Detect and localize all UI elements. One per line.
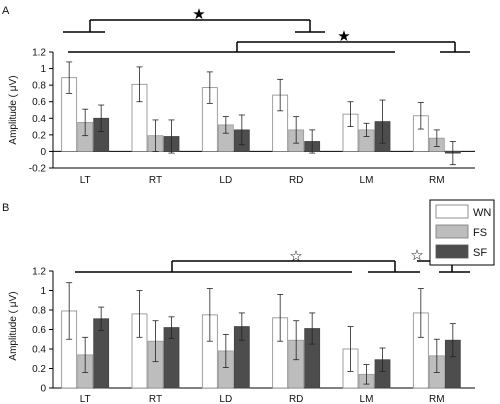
legend-label-fs: FS (473, 227, 487, 239)
panel-b-xtick-label: RM (429, 394, 445, 404)
panel-a-ytick-label: 0 (40, 147, 46, 158)
panel-a-star-2: ★ (337, 27, 350, 45)
panel-a-xtick-label: LD (219, 175, 232, 186)
panel-a-ytick-label: -0.2 (29, 164, 47, 175)
panel-b-xtick-label: LT (80, 394, 91, 404)
panel-b: B Amplitude ( μV) 1.2 1 0.8 0.6 0.4 0.2 0 LT RT L… (2, 199, 495, 404)
panel-b-label: B (2, 202, 9, 214)
panel-a-xtick-label: RT (149, 175, 162, 186)
panel-b-xtick-label: LM (360, 394, 374, 404)
panel-b-ytick-label: 0.8 (32, 306, 46, 317)
panel-a-ytick-label: 0.2 (32, 130, 46, 141)
panel-a-plot: 1.2 1 0.8 0.6 0.4 0.2 0 -0.2 LT RT LD RD LM RM (29, 48, 475, 186)
panel-b-ylabel: Amplitude ( μV) (8, 291, 19, 360)
legend-swatch-sf (435, 244, 469, 259)
panel-a: A Amplitude ( μV) 1.2 1 0.8 0.6 0.4 0.2 0 -0.2 L… (2, 5, 475, 186)
panel-a-ytick-label: 0.6 (32, 97, 46, 108)
panel-b-ytick-label: 1 (40, 286, 46, 297)
panel-b-star-2: ☆ (410, 246, 423, 264)
panel-a-xtick-label: LM (360, 175, 374, 186)
panel-a-ytick-label: 1 (40, 64, 46, 75)
panel-b-xtick-label: LD (219, 394, 232, 404)
panel-b-ytick-label: 0.2 (32, 364, 46, 375)
legend-swatch-wn (435, 204, 469, 219)
panel-a-xtick-label: LT (80, 175, 91, 186)
panel-a-label: A (2, 5, 10, 17)
panel-a-ytick-label: 0.4 (32, 114, 46, 125)
panel-a-significance (63, 19, 470, 53)
legend-label-sf: SF (473, 247, 487, 259)
panel-b-ytick-label: 0.6 (32, 325, 46, 336)
legend-swatch-fs (435, 224, 469, 239)
panel-a-xtick-label: RD (289, 175, 303, 186)
legend: WN FS SF (429, 199, 495, 266)
panel-a-star-1: ★ (192, 5, 205, 23)
panel-b-star-1: ☆ (289, 247, 302, 265)
panel-b-xtick-label: RT (149, 394, 162, 404)
panel-b-significance (75, 260, 470, 273)
panel-b-ytick-label: 0.4 (32, 345, 46, 356)
panel-a-ytick-label: 0.8 (32, 81, 46, 92)
panel-b-ytick-label: 0 (40, 384, 46, 395)
legend-label-wn: WN (473, 207, 491, 219)
panel-b-xtick-label: RD (289, 394, 303, 404)
panel-a-ytick-label: 1.2 (32, 48, 46, 59)
panel-b-plot: 1.2 1 0.8 0.6 0.4 0.2 0 LT RT LD RD LM RM (32, 267, 475, 404)
panel-a-xtick-label: RM (429, 175, 445, 186)
panel-b-ytick-label: 1.2 (32, 267, 46, 278)
panel-a-ylabel: Amplitude ( μV) (8, 75, 19, 144)
